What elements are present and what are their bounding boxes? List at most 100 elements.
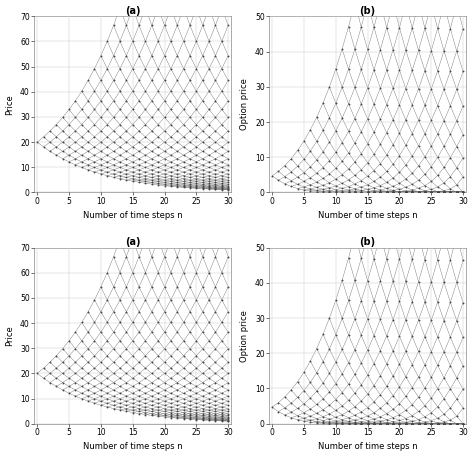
Point	[389, 187, 397, 194]
Point	[218, 4, 226, 11]
Point	[192, 9, 200, 16]
Point	[129, 389, 137, 397]
Point	[396, 189, 403, 196]
Point	[402, 407, 410, 414]
Point	[180, 411, 187, 418]
Point	[34, 138, 41, 146]
Point	[224, 398, 232, 405]
Point	[205, 121, 213, 128]
Point	[396, 420, 403, 427]
Point	[351, 46, 359, 53]
Point	[123, 138, 130, 146]
Point	[135, 138, 143, 146]
Point	[370, 420, 378, 427]
Point	[332, 65, 339, 73]
Point	[78, 383, 86, 390]
Point	[428, 178, 435, 185]
Point	[91, 65, 98, 72]
Point	[123, 283, 130, 291]
Point	[319, 417, 327, 424]
Point	[192, 383, 200, 390]
Point	[123, 174, 130, 181]
Point	[275, 399, 283, 406]
Point	[415, 419, 422, 426]
Point	[97, 370, 105, 377]
Point	[186, 114, 194, 121]
Point	[409, 67, 416, 74]
Point	[173, 183, 181, 191]
Point	[180, 365, 187, 372]
Point	[409, 204, 416, 211]
Point	[123, 405, 130, 412]
Point	[84, 97, 92, 104]
Point	[135, 166, 143, 174]
Point	[338, 276, 346, 284]
Point	[402, 420, 410, 427]
Point	[72, 114, 79, 121]
Point	[434, 25, 441, 32]
Point	[453, 189, 461, 196]
Point	[453, 420, 461, 427]
Point	[447, 420, 454, 427]
Point	[364, 230, 372, 238]
Point	[319, 395, 327, 403]
Point	[396, 383, 403, 391]
Point	[459, 102, 467, 110]
Point	[72, 161, 79, 169]
Point	[421, 189, 428, 196]
Point	[148, 52, 155, 59]
Point	[148, 176, 155, 184]
Point	[218, 404, 226, 411]
Point	[173, 345, 181, 352]
Point	[148, 97, 155, 104]
Point	[224, 179, 232, 186]
Point	[180, 375, 187, 382]
Point	[383, 140, 391, 147]
Point	[421, 420, 428, 427]
Point	[415, 278, 422, 285]
Point	[440, 420, 448, 427]
Point	[396, 189, 403, 196]
Point	[173, 182, 181, 189]
Y-axis label: Option price: Option price	[240, 310, 249, 361]
Point	[383, 151, 391, 159]
Point	[78, 87, 86, 95]
Point	[409, 189, 416, 196]
Point	[84, 114, 92, 121]
Point	[110, 283, 118, 291]
Point	[148, 359, 155, 366]
Point	[72, 138, 79, 146]
Point	[97, 166, 105, 174]
Point	[364, 420, 372, 427]
Point	[396, 189, 403, 196]
Point	[440, 189, 448, 196]
Point	[357, 360, 365, 367]
Point	[212, 148, 219, 155]
Point	[453, 164, 461, 171]
Point	[447, 64, 454, 71]
Point	[148, 345, 155, 352]
Point	[313, 188, 320, 195]
Point	[357, 189, 365, 196]
Point	[192, 352, 200, 360]
Point	[383, 332, 391, 340]
Point	[173, 408, 181, 415]
Point	[332, 188, 339, 195]
Point	[376, 85, 384, 92]
Point	[396, 419, 403, 426]
Point	[345, 381, 352, 388]
Point	[192, 175, 200, 182]
Point	[402, 189, 410, 196]
Point	[389, 103, 397, 111]
Point	[224, 370, 232, 377]
Point	[155, 389, 162, 397]
Point	[376, 160, 384, 167]
Point	[224, 416, 232, 424]
Point	[155, 352, 162, 360]
Point	[167, 180, 175, 187]
Point	[135, 379, 143, 386]
Point	[192, 269, 200, 276]
Point	[148, 379, 155, 386]
Point	[326, 402, 333, 409]
Point	[319, 175, 327, 182]
